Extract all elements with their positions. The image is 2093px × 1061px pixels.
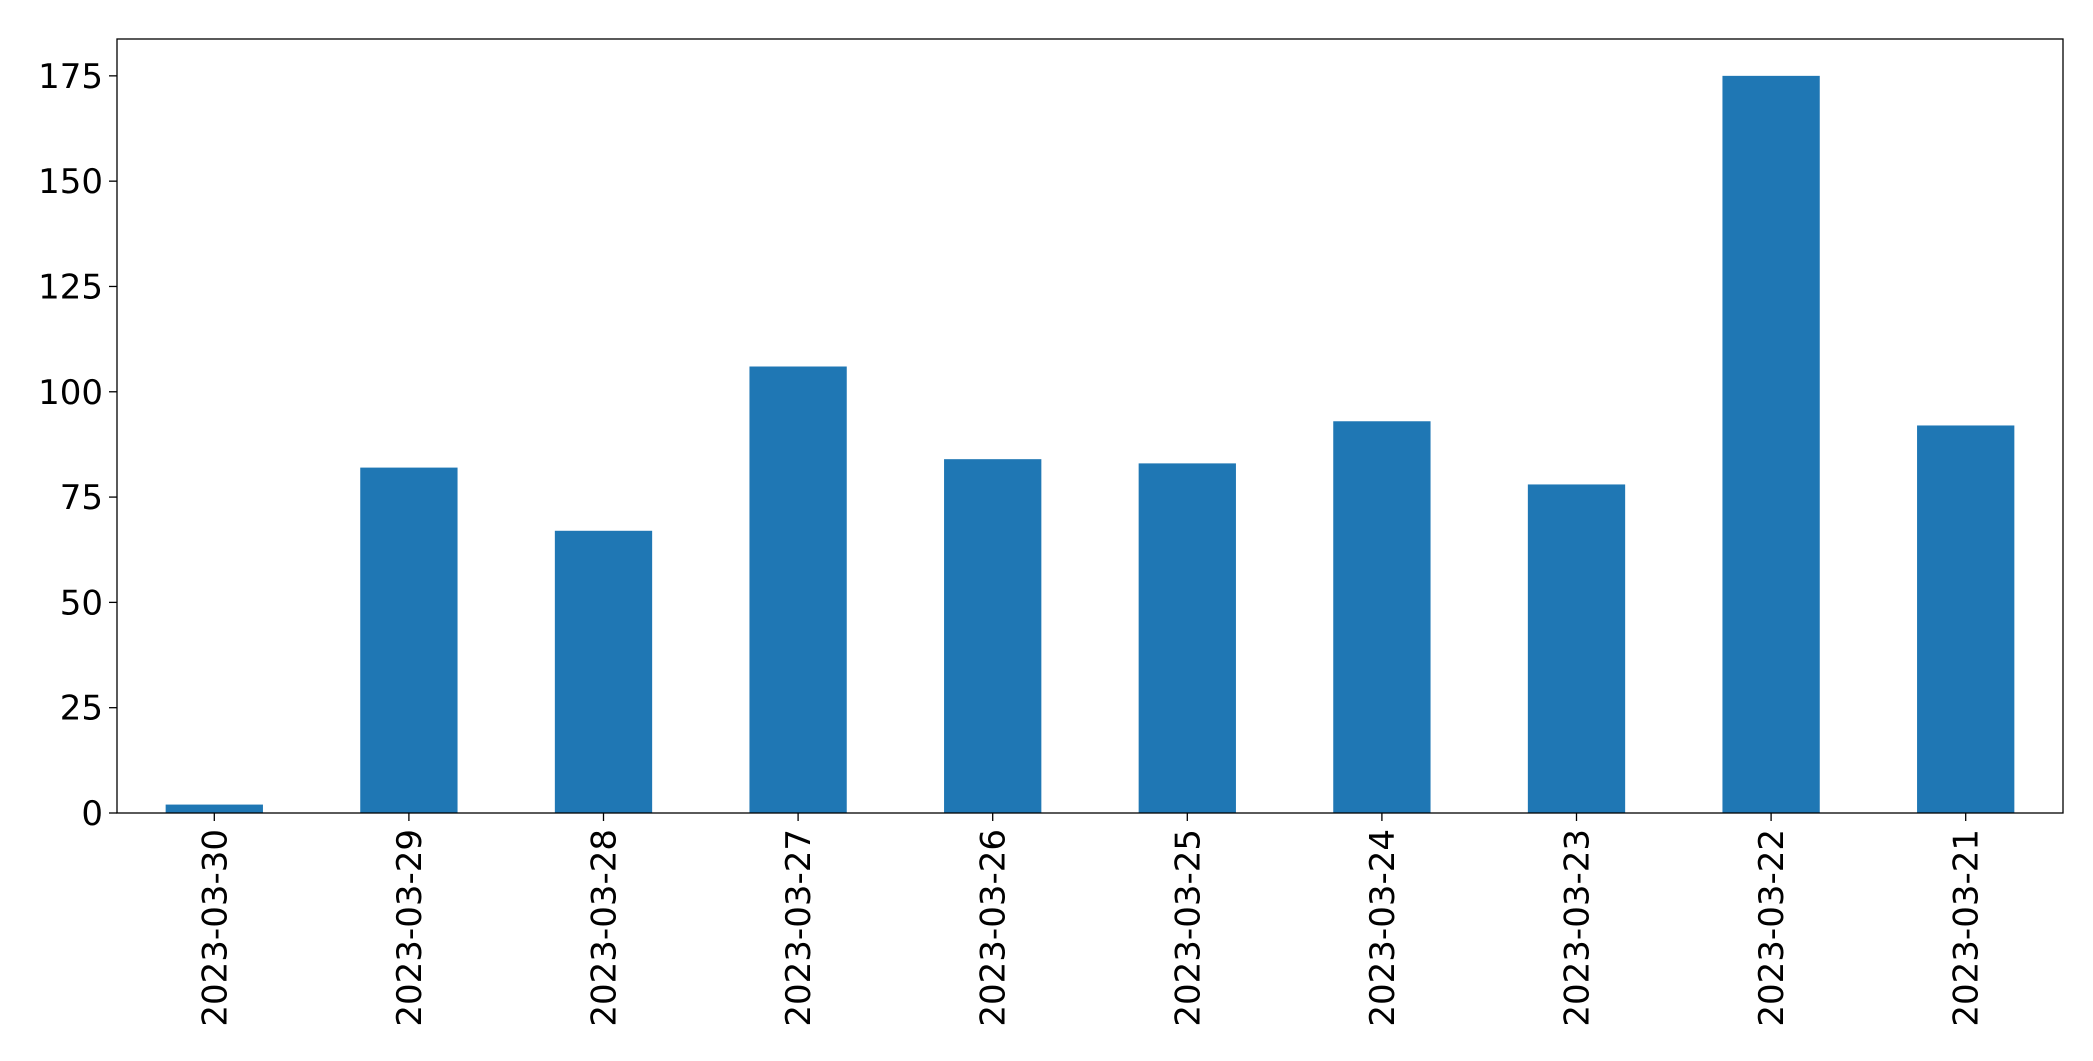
x-tick-label: 2023-03-24: [1363, 829, 1403, 1027]
x-tick-label: 2023-03-22: [1752, 829, 1792, 1027]
bar: [1527, 484, 1626, 813]
y-tick-label: 50: [60, 583, 103, 623]
x-tick-label: 2023-03-28: [585, 829, 625, 1027]
x-tick-label: 2023-03-27: [779, 829, 819, 1027]
bar: [944, 459, 1042, 813]
y-tick-label: 25: [60, 689, 103, 729]
y-tick-label: 100: [38, 373, 103, 413]
x-tick-label: 2023-03-30: [195, 829, 235, 1027]
y-tick-label: 75: [60, 478, 103, 518]
x-tick-label: 2023-03-25: [1168, 829, 1208, 1027]
y-tick-label: 175: [38, 57, 103, 97]
y-tick-label: 125: [38, 267, 103, 307]
bar: [1138, 463, 1236, 813]
bar: [1917, 425, 2015, 813]
bar: [165, 804, 263, 813]
y-tick-label: 150: [38, 162, 103, 202]
bar: [749, 366, 847, 813]
bar: [1722, 75, 1820, 814]
x-tick-label: 2023-03-21: [1947, 829, 1987, 1027]
bar: [1333, 421, 1431, 813]
x-tick-label: 2023-03-26: [974, 829, 1014, 1027]
plot-frame: [116, 38, 2064, 814]
x-tick-label: 2023-03-29: [390, 829, 430, 1027]
y-tick-label: 0: [81, 794, 103, 834]
x-tick-label: 2023-03-23: [1558, 829, 1598, 1027]
bar: [360, 467, 458, 813]
bar: [554, 530, 653, 813]
